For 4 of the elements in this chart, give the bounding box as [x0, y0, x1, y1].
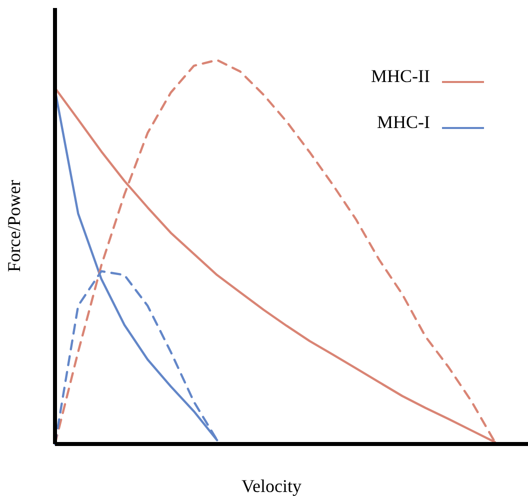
- y-axis-title: Force/Power: [4, 180, 24, 272]
- legend-label: MHC-II: [371, 66, 430, 86]
- x-axis-title: Velocity: [242, 476, 302, 496]
- legend-label: MHC-I: [377, 112, 430, 132]
